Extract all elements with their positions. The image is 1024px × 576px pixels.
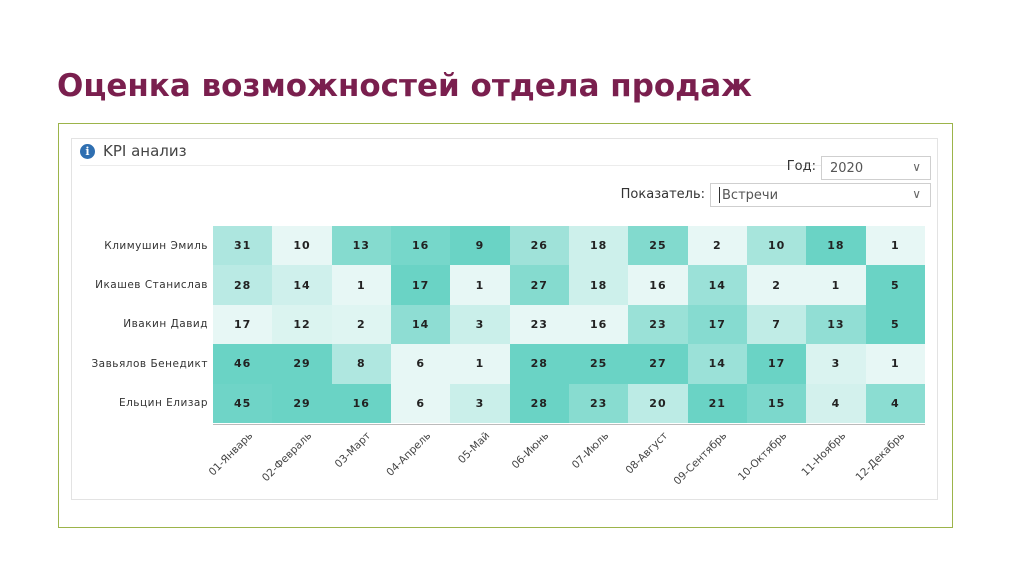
heatmap-cell[interactable]: 23 (628, 304, 688, 345)
heatmap-cell[interactable]: 25 (568, 344, 629, 384)
x-axis-line (213, 424, 925, 425)
metric-select-value: Встречи (722, 187, 779, 203)
heatmap-cell[interactable]: 8 (331, 344, 391, 384)
heatmap-cell[interactable]: 6 (390, 344, 451, 384)
heatmap-cell[interactable]: 7 (746, 304, 807, 345)
heatmap-cell[interactable]: 5 (865, 265, 925, 305)
heatmap-cell[interactable]: 1 (865, 344, 925, 384)
heatmap-cell[interactable]: 4 (865, 383, 925, 423)
chevron-down-icon: ∨ (912, 187, 921, 201)
heatmap-cell[interactable]: 21 (687, 383, 747, 423)
heatmap-cell[interactable]: 9 (450, 226, 510, 266)
heatmap-cell[interactable]: 28 (213, 265, 273, 305)
heatmap-cell[interactable]: 46 (213, 344, 273, 384)
heatmap-cell[interactable]: 18 (568, 226, 629, 266)
heatmap-cell[interactable]: 26 (509, 226, 569, 266)
heatmap-cell[interactable]: 3 (450, 383, 510, 423)
heatmap-cell[interactable]: 13 (331, 226, 391, 266)
heatmap-cell[interactable]: 28 (509, 344, 569, 384)
year-label: Год: (786, 159, 816, 174)
heatmap-cell[interactable]: 2 (331, 304, 391, 345)
heatmap-cell[interactable]: 16 (568, 304, 629, 345)
metric-label: Показатель: (620, 187, 705, 202)
heatmap-cell[interactable]: 45 (213, 383, 273, 423)
panel-title: KPI анализ (103, 142, 187, 160)
heatmap-cell[interactable]: 3 (450, 304, 510, 345)
heatmap-cell[interactable]: 14 (272, 265, 332, 305)
row-label: Завьялов Бенедикт (91, 357, 208, 370)
heatmap-cell[interactable]: 17 (687, 304, 747, 345)
heatmap-cell[interactable]: 18 (806, 226, 866, 266)
row-label: Ельцин Елизар (118, 397, 208, 410)
heatmap-cell[interactable]: 16 (628, 265, 688, 305)
heatmap-cell[interactable]: 23 (568, 383, 629, 423)
heatmap-cell[interactable]: 16 (390, 226, 451, 266)
heatmap-cell[interactable]: 6 (390, 383, 451, 423)
heatmap-cell[interactable]: 2 (687, 226, 747, 266)
year-select[interactable]: 2020 ∨ (821, 156, 931, 180)
heatmap-cell[interactable]: 25 (628, 226, 688, 266)
heatmap-cell[interactable]: 17 (746, 344, 807, 384)
row-label: Ивакин Давид (123, 318, 208, 331)
heatmap-cell[interactable]: 29 (272, 383, 332, 423)
content-frame (58, 123, 953, 528)
heatmap-cell[interactable]: 18 (568, 265, 629, 305)
heatmap-cell[interactable]: 1 (806, 265, 866, 305)
heatmap-cell[interactable]: 2 (746, 265, 807, 305)
heatmap-cell[interactable]: 10 (746, 226, 807, 266)
slide-title: Оценка возможностей отдела продаж (57, 68, 752, 104)
heatmap-cell[interactable]: 23 (509, 304, 569, 345)
metric-select[interactable]: Встречи ∨ (710, 183, 931, 207)
heatmap-cell[interactable]: 1 (331, 265, 391, 305)
row-label: Икашев Станислав (95, 279, 208, 292)
heatmap-cell[interactable]: 15 (746, 383, 807, 423)
heatmap-cell[interactable]: 14 (687, 265, 747, 305)
chevron-down-icon: ∨ (912, 160, 921, 174)
info-icon[interactable]: i (80, 143, 95, 159)
year-select-value: 2020 (830, 160, 864, 176)
heatmap-cell[interactable]: 28 (509, 383, 569, 423)
heatmap-cell[interactable]: 10 (272, 226, 332, 266)
heatmap-row-labels: Климушин Эмиль Икашев Станислав Ивакин Дав… (74, 226, 208, 423)
heatmap-cell[interactable]: 13 (806, 304, 866, 345)
heatmap-cell[interactable]: 20 (628, 383, 688, 423)
heatmap-cell[interactable]: 17 (213, 304, 273, 345)
heatmap-cell[interactable]: 3 (806, 344, 866, 384)
panel-header: i KPI анализ (80, 142, 187, 160)
heatmap-cell[interactable]: 12 (272, 304, 332, 345)
heatmap-cell[interactable]: 27 (509, 265, 569, 305)
heatmap-cell[interactable]: 14 (390, 304, 451, 345)
heatmap-cell[interactable]: 27 (628, 344, 688, 384)
heatmap-cell[interactable]: 4 (806, 383, 866, 423)
heatmap-cell[interactable]: 5 (865, 304, 925, 345)
heatmap-cell[interactable]: 17 (390, 265, 451, 305)
heatmap-grid: 31 10 13 16 9 26 18 25 2 10 18 1 28 14 1 17 1 27 18 16 14 2 1 5… (213, 226, 925, 423)
heatmap-cell[interactable]: 14 (687, 344, 747, 384)
heatmap-cell[interactable]: 31 (213, 226, 273, 266)
panel-divider (80, 165, 930, 166)
heatmap-cell[interactable]: 1 (450, 344, 510, 384)
heatmap-cell[interactable]: 1 (450, 265, 510, 305)
row-label: Климушин Эмиль (104, 239, 208, 252)
heatmap-cell[interactable]: 16 (331, 383, 391, 423)
heatmap-cell[interactable]: 29 (272, 344, 332, 384)
text-caret (719, 187, 720, 203)
heatmap-cell[interactable]: 1 (865, 226, 925, 266)
